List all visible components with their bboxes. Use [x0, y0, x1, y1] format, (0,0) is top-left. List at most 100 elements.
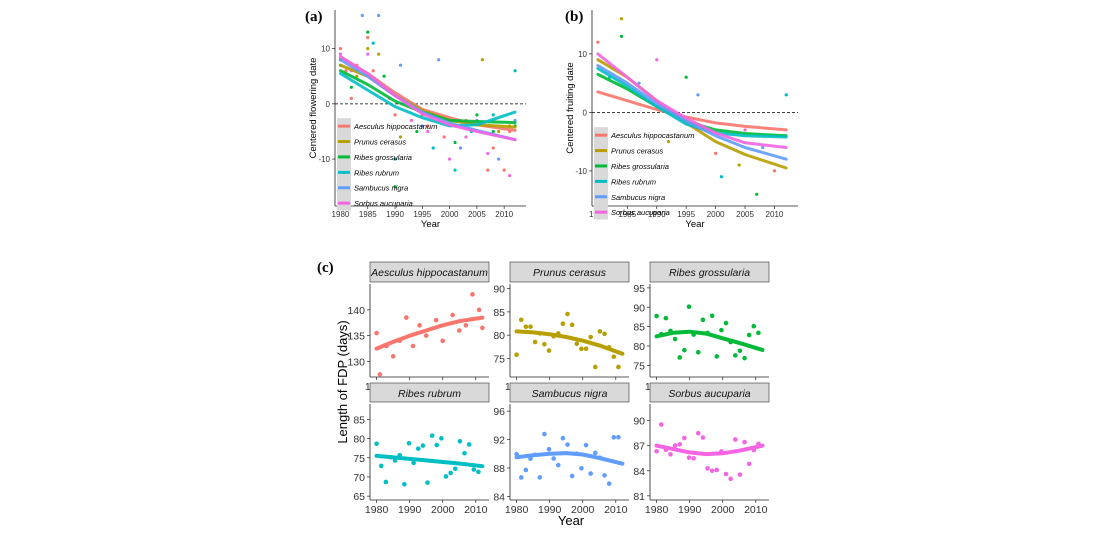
- data-point: [433, 317, 439, 323]
- data-point: [338, 52, 343, 56]
- data-point: [410, 343, 416, 349]
- data-point: [366, 47, 370, 51]
- trend-line: [339, 72, 517, 128]
- facet-title: Ribes grossularia: [669, 267, 750, 279]
- data-point: [374, 441, 379, 447]
- x-tick-label: 2010: [495, 210, 513, 219]
- data-point: [742, 439, 747, 445]
- data-point: [616, 364, 621, 370]
- panel-a-label: (a): [305, 9, 323, 25]
- data-point: [434, 442, 440, 448]
- data-point: [672, 336, 678, 342]
- data-point: [551, 456, 556, 461]
- legend-label: Ribes grossularia: [611, 162, 669, 171]
- x-tick-label: 2010: [464, 504, 488, 516]
- panel-c-chart: Aesculus hippocastanum 130 135 140 1980 1990 2…: [335, 261, 770, 528]
- facet-title: Prunus cerasus: [533, 267, 607, 279]
- data-point: [415, 129, 419, 134]
- data-point: [737, 163, 741, 167]
- y-tick-label: 70: [353, 472, 365, 484]
- x-tick-label: 1990: [398, 504, 422, 516]
- x-tick-label: 2010: [604, 504, 628, 516]
- data-point: [371, 69, 375, 73]
- data-point: [486, 151, 490, 156]
- data-point: [480, 325, 485, 331]
- data-point: [723, 471, 729, 477]
- data-point: [476, 307, 482, 313]
- data-point: [784, 93, 788, 97]
- data-point: [672, 443, 678, 448]
- facet-title: Aesculus hippocastanum: [370, 267, 488, 279]
- legend-label: Aesculus hippocastanum: [610, 131, 694, 140]
- data-point: [696, 93, 700, 97]
- x-tick-label: 1990: [538, 504, 562, 516]
- data-point: [746, 461, 752, 467]
- data-point: [658, 422, 664, 427]
- data-point: [452, 466, 458, 472]
- data-point: [366, 30, 370, 34]
- data-point: [523, 467, 529, 473]
- data-point: [440, 338, 446, 344]
- data-point: [686, 304, 692, 310]
- y-tick-label: 90: [633, 302, 645, 314]
- data-point: [677, 355, 683, 360]
- data-point: [406, 440, 412, 446]
- data-point: [714, 151, 718, 155]
- panel-b-label: (b): [565, 9, 583, 25]
- data-point: [700, 435, 706, 440]
- trend-line: [654, 329, 765, 352]
- facet-panel: Prunus cerasus758085901980199020002010: [493, 261, 630, 393]
- x-tick-label: 1980: [645, 504, 669, 516]
- data-point: [383, 479, 389, 485]
- y-tick-label: 10: [321, 45, 330, 54]
- y-tick-label: 90: [633, 416, 645, 428]
- data-point: [666, 140, 671, 144]
- facet-panel: Ribes grossularia75808590951980199020002…: [633, 261, 770, 393]
- data-point: [404, 315, 409, 320]
- facet-strip: [649, 382, 770, 403]
- y-tick-label: 92: [493, 435, 505, 447]
- x-tick-label: 2000: [711, 504, 735, 516]
- trend-line: [339, 55, 517, 142]
- legend-key-background: [594, 127, 608, 220]
- data-point: [491, 113, 495, 117]
- data-point: [592, 450, 598, 456]
- facet-panel: Sambucus nigra 84 88 92 96 1980 1990 2000 2010: [493, 382, 630, 516]
- data-point: [728, 476, 733, 482]
- y-tick-label: 0: [326, 100, 331, 109]
- facet-strip: [369, 261, 490, 283]
- y-tick-label: 88: [493, 463, 505, 475]
- data-point: [382, 74, 386, 78]
- data-point: [555, 462, 561, 468]
- data-point: [439, 436, 444, 441]
- data-point: [606, 481, 612, 486]
- facet-title: Sorbus aucuparia: [668, 388, 750, 400]
- data-point: [579, 465, 584, 471]
- data-point: [602, 331, 607, 337]
- x-tick-label: 1995: [413, 210, 431, 219]
- legend-label: Prunus cerasus: [611, 147, 663, 156]
- data-point: [420, 124, 424, 128]
- data-point: [518, 317, 524, 323]
- data-point: [349, 96, 353, 100]
- data-point: [513, 69, 517, 73]
- legend-key-background: [337, 118, 351, 211]
- y-tick-label: -10: [318, 155, 330, 164]
- data-point: [560, 435, 566, 441]
- data-point: [463, 323, 469, 328]
- y-tick-label: 95: [633, 283, 645, 295]
- data-point: [466, 442, 472, 447]
- data-point: [442, 135, 446, 139]
- data-point: [709, 313, 715, 319]
- trend-line: [596, 67, 788, 139]
- y-tick-label: -10: [575, 167, 587, 176]
- data-point: [497, 129, 501, 134]
- data-point: [663, 315, 669, 321]
- data-point: [611, 435, 617, 440]
- y-tick-label: 80: [493, 330, 505, 342]
- data-point: [429, 433, 435, 438]
- data-point: [458, 146, 463, 150]
- data-point: [528, 324, 533, 330]
- x-tick-label: 1980: [505, 504, 529, 516]
- y-tick-label: 80: [353, 434, 365, 446]
